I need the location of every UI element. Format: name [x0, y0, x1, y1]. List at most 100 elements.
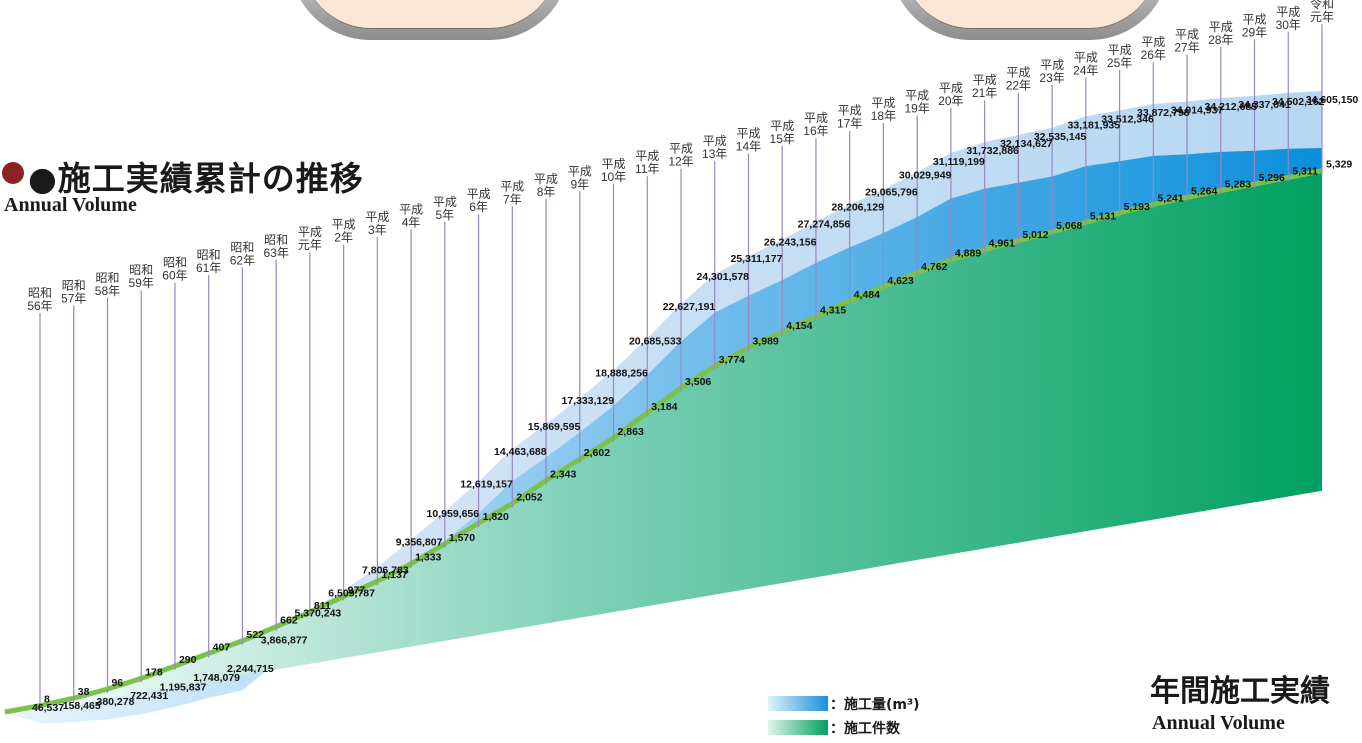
- year-label-year: 15年: [770, 132, 795, 146]
- year-label-era: 平成: [500, 180, 524, 194]
- legend-label-count: ：施工件数: [830, 721, 900, 737]
- year-label-era: 平成: [770, 119, 794, 133]
- count-value-label: 8: [44, 694, 50, 706]
- year-label-era: 平成: [1276, 5, 1300, 19]
- volume-value-label: 32,134,627: [1000, 138, 1053, 150]
- year-label-era: 昭和: [129, 263, 153, 277]
- count-value-label: 5,012: [1022, 229, 1048, 241]
- count-value-label: 811: [314, 600, 331, 612]
- year-label-era: 平成: [332, 218, 356, 232]
- year-label-year: 元年: [1310, 10, 1334, 24]
- year-label-era: 平成: [467, 187, 491, 201]
- count-value-label: 4,889: [955, 248, 981, 260]
- year-label-era: 平成: [1209, 20, 1233, 34]
- volume-value-label: 26,243,156: [764, 237, 817, 249]
- count-value-label: 5,264: [1191, 185, 1217, 197]
- volume-value-label: 31,119,199: [933, 156, 985, 168]
- volume-value-label: 1,195,837: [160, 682, 207, 694]
- count-labels-layer: 8 38 96 178 290 407 522 662 811 977 1,137 1,333 1,57…: [44, 159, 1352, 706]
- chart-title-en: Annual Volume: [4, 194, 137, 216]
- year-label-year: 63年: [263, 246, 288, 260]
- count-value-label: 5,068: [1056, 220, 1082, 232]
- count-value-label: 5,329: [1326, 159, 1352, 171]
- year-label-era: 平成: [534, 172, 558, 186]
- count-value-label: 4,623: [887, 275, 913, 287]
- legend-swatch-count: [768, 720, 828, 735]
- count-value-label: 3,989: [752, 336, 778, 348]
- volume-value-label: 15,869,595: [528, 421, 581, 433]
- count-value-label: 5,131: [1090, 210, 1116, 222]
- year-label-year: 14年: [736, 139, 761, 153]
- year-label-era: 昭和: [28, 286, 52, 300]
- legend-label-volume: ：施工量(m³): [830, 697, 920, 713]
- volume-value-label: 17,333,129: [562, 395, 615, 407]
- count-value-label: 96: [111, 677, 123, 689]
- volume-value-label: 27,274,856: [798, 218, 851, 230]
- volume-value-label: 32,535,145: [1034, 131, 1087, 143]
- count-area: [5, 170, 1322, 716]
- year-label-year: 4年: [402, 215, 421, 229]
- year-label-era: 平成: [669, 142, 693, 156]
- count-value-label: 3,506: [685, 376, 711, 388]
- year-label-year: 61年: [196, 261, 221, 275]
- volume-value-label: 12,619,157: [460, 479, 513, 491]
- year-label-era: 平成: [298, 225, 322, 239]
- volume-value-label: 34,502,162: [1272, 96, 1325, 108]
- year-label-year: 22年: [1006, 79, 1031, 93]
- year-label-era: 昭和: [62, 278, 86, 292]
- count-value-label: 5,311: [1292, 165, 1318, 177]
- count-value-label: 407: [213, 641, 231, 653]
- year-label-era: 平成: [365, 210, 389, 224]
- count-value-label: 2,863: [618, 426, 644, 438]
- year-label-year: 28年: [1208, 33, 1233, 47]
- year-label-year: 23年: [1039, 71, 1064, 85]
- count-value-label: 2,343: [550, 468, 576, 480]
- year-label-year: 20年: [938, 94, 963, 108]
- count-value-label: 178: [145, 666, 163, 678]
- count-value-label: 522: [246, 629, 264, 641]
- volume-value-label: 34,605,150: [1306, 94, 1359, 106]
- volume-value-label: 9,356,807: [396, 537, 443, 549]
- legend-swatch-volume: [768, 696, 828, 711]
- volume-value-label: 31,732,886: [966, 145, 1019, 157]
- year-label-era: 平成: [1141, 35, 1165, 49]
- year-label-year: 56年: [27, 299, 52, 313]
- year-label-year: 12年: [668, 155, 693, 169]
- year-label-era: 昭和: [95, 271, 119, 285]
- year-label-year: 7年: [503, 193, 522, 207]
- year-label-year: 11年: [635, 162, 659, 176]
- year-label-era: 平成: [635, 149, 659, 163]
- year-label-era: 平成: [1040, 58, 1064, 72]
- count-value-label: 2,602: [584, 447, 610, 459]
- year-label-year: 30年: [1276, 18, 1301, 32]
- year-label-era: 平成: [1243, 12, 1267, 26]
- year-lines-layer: [39, 24, 1323, 710]
- count-value-label: 38: [78, 686, 90, 698]
- year-label-year: 57年: [61, 291, 86, 305]
- count-value-label: 5,296: [1259, 172, 1285, 184]
- year-label-era: 昭和: [197, 248, 221, 262]
- volume-value-label: 1,748,079: [193, 672, 240, 684]
- volume-value-label: 6,509,787: [328, 587, 375, 599]
- volume-value-label: 380,278: [96, 696, 134, 708]
- year-label-year: 10年: [601, 170, 626, 184]
- year-label-era: 平成: [905, 88, 929, 102]
- count-value-label: 1,333: [415, 552, 441, 564]
- volume-value-label: 33,872,798: [1137, 107, 1190, 119]
- title-bullet-icon: [2, 162, 24, 184]
- year-label-year: 17年: [837, 117, 862, 131]
- count-value-label: 4,762: [921, 261, 947, 273]
- year-label-era: 昭和: [230, 240, 254, 254]
- year-label-year: 元年: [298, 238, 322, 252]
- year-label-era: 平成: [433, 195, 457, 209]
- volume-value-label: 22,627,191: [663, 301, 716, 313]
- count-value-label: 4,961: [989, 238, 1015, 250]
- volume-value-label: 46,537: [32, 702, 64, 714]
- year-label-year: 3年: [368, 223, 387, 237]
- year-label-era: 平成: [939, 81, 963, 95]
- year-label-year: 26年: [1141, 48, 1166, 62]
- volume-value-label: 5,370,243: [295, 608, 342, 620]
- year-label-era: 令和: [1310, 0, 1334, 11]
- year-label-year: 13年: [702, 147, 727, 161]
